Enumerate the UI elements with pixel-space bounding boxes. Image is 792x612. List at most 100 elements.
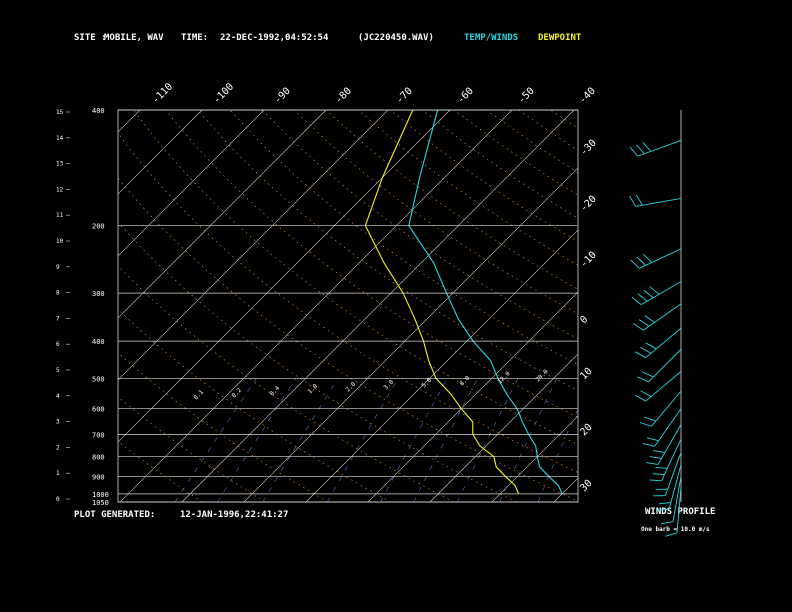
wind-barb-flag [638, 319, 650, 327]
mixing-ratio-label: 12.0 [496, 370, 511, 385]
dry-adiabat [118, 132, 578, 473]
dewpoint-profile [364, 110, 520, 495]
isotherm-line [616, 110, 792, 502]
dry-adiabat [615, 110, 792, 502]
pressure-tick-label: 1050 [92, 499, 109, 507]
dry-adiabat [118, 440, 203, 502]
mixing-ratio-label: 8.0 [458, 375, 471, 388]
wind-barb-flag [629, 146, 639, 157]
dry-adiabat [583, 110, 792, 502]
height-tick-label: 14 [56, 135, 64, 142]
wind-barb-flag [652, 473, 665, 475]
isotherm-top-label: -60 [455, 86, 476, 107]
winds-note: One barb = 10.0 m/s [641, 526, 710, 533]
pressure-tick-label: 600 [92, 406, 105, 414]
wind-barb-flag [635, 394, 646, 402]
wind-barb [643, 303, 682, 331]
wind-barb-flag [640, 346, 652, 354]
pressure-tick-label: 900 [92, 473, 105, 481]
isotherm-right-label: -20 [578, 194, 599, 215]
dry-adiabat [261, 110, 578, 340]
mixing-ratio-line [537, 408, 578, 502]
wind-barb [676, 487, 682, 533]
dry-adiabat [165, 110, 578, 418]
height-tick-label: 15 [56, 109, 64, 116]
wind-barb [661, 438, 682, 481]
wind-barb-flag [642, 371, 654, 378]
height-tick-label: 2 [56, 444, 60, 451]
plot-generated-label: PLOT GENERATED: [74, 510, 156, 520]
wind-barb-flag [635, 351, 646, 359]
mixing-ratio-line [262, 378, 339, 502]
dry-adiabat [325, 110, 578, 290]
height-tick-label: 5 [56, 367, 60, 374]
wind-barb-flag [652, 450, 665, 453]
wind-barb-flag [649, 479, 662, 482]
wind-barb [645, 371, 682, 402]
pressure-tick-label: 800 [92, 454, 105, 462]
wind-barb-flag [644, 416, 657, 422]
wind-barb-flag [642, 142, 652, 152]
isotherm-line [118, 110, 265, 257]
pressure-tick-label: 300 [92, 290, 105, 298]
mixing-ratio-line [327, 378, 399, 502]
isotherm-right-label: -10 [578, 250, 599, 271]
isotherm-top-label: -80 [333, 86, 354, 107]
mixing-ratio-line [499, 378, 558, 502]
height-tick-label: 11 [56, 212, 64, 219]
height-tick-label: 12 [56, 186, 64, 193]
isotherm-right-label: -30 [578, 138, 599, 159]
height-tick-label: 3 [56, 419, 60, 426]
isotherm-line [118, 110, 203, 195]
dry-adiabat [454, 110, 578, 196]
wind-barb [654, 408, 682, 447]
dry-adiabat [118, 308, 392, 502]
time-label: TIME: [181, 33, 209, 43]
legend-dewpoint: DEWPOINT [538, 33, 582, 43]
time-value: 22-DEC-1992,04:52:54 [220, 33, 329, 43]
wind-barb [637, 139, 682, 157]
dry-adiabat [647, 110, 792, 502]
header: SITE : MOBILE, WAV TIME: 22-DEC-1992,04:… [0, 0, 792, 50]
mixing-ratio-label: 3.0 [382, 379, 395, 392]
isotherm-top-label: -110 [150, 81, 175, 106]
wind-barb-flag [655, 466, 668, 469]
dry-adiabat [118, 265, 454, 502]
height-tick-label: 4 [56, 393, 60, 400]
height-tick-label: 6 [56, 341, 60, 348]
wind-barb [639, 248, 682, 269]
wind-barb-flag [643, 289, 654, 299]
wind-barb-flag [657, 508, 670, 511]
wind-barb [657, 424, 682, 465]
site-value: MOBILE, WAV [104, 33, 164, 43]
wind-barb-flag [645, 342, 657, 350]
isotherm-right-label: 20 [578, 422, 594, 438]
plot-generated-value: 12-JAN-1996,22:41:27 [180, 510, 289, 520]
isotherm-top-label: -90 [272, 86, 293, 107]
wind-barb-flag [637, 376, 649, 383]
isotherm-line [0, 110, 16, 502]
dry-adiabat [486, 110, 578, 173]
isotherm-right-label: 30 [578, 478, 594, 494]
pressure-tick-label: 200 [92, 223, 105, 231]
dry-adiabat [518, 110, 578, 151]
wind-barb [645, 327, 682, 359]
wind-barb [635, 198, 682, 207]
isotherm-line [118, 110, 451, 443]
wind-barb [651, 390, 682, 427]
dry-adiabat [389, 110, 578, 242]
isotherm-line [367, 291, 578, 502]
mixing-ratio-line [588, 378, 638, 502]
isotherm-line [491, 415, 578, 502]
height-tick-label: 9 [56, 264, 60, 271]
height-tick-label: 7 [56, 315, 60, 322]
isotherm-top-label: -100 [211, 81, 236, 106]
isotherm-top-label: -50 [516, 86, 537, 107]
dry-adiabat [229, 110, 578, 365]
mixing-ratio-line [413, 378, 479, 502]
site-label: SITE : [74, 33, 107, 43]
isotherm-line [118, 110, 327, 319]
dry-adiabat [197, 110, 578, 391]
mixing-ratio-line [457, 378, 519, 502]
